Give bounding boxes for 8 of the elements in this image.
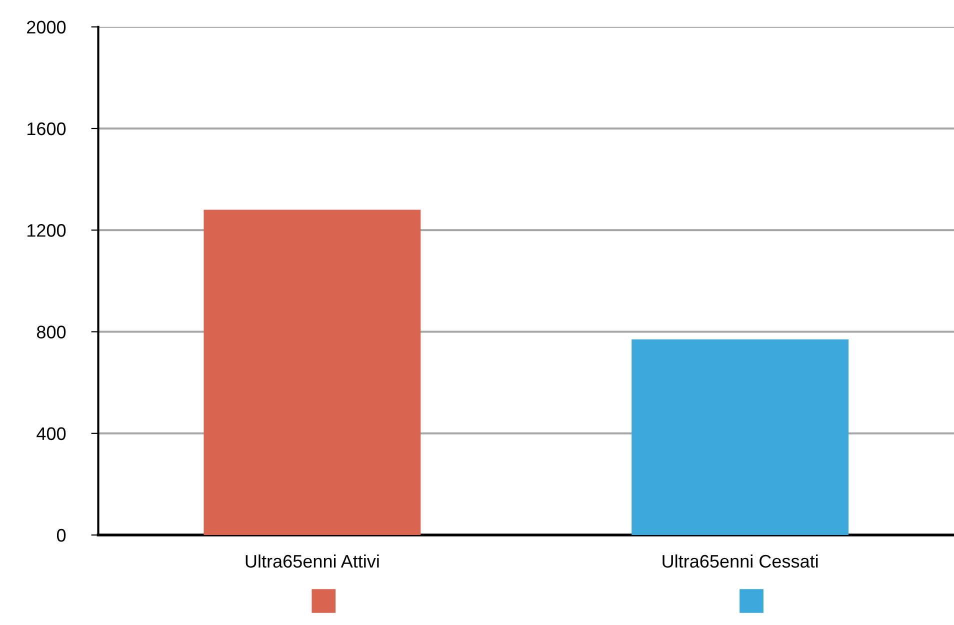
y-tick-label: 800 <box>36 326 66 338</box>
y-tick-label: 0 <box>56 528 66 542</box>
x-tick-label: Ultra65enni Cessati <box>662 554 818 568</box>
x-tick-label: Ultra65enni Attivi <box>246 554 379 568</box>
y-tick-label: 2000 <box>27 20 66 34</box>
y-tick-label: 1600 <box>28 122 66 136</box>
y-tick-label: 1200 <box>28 224 66 237</box>
y-tick-label: 400 <box>36 427 66 440</box>
